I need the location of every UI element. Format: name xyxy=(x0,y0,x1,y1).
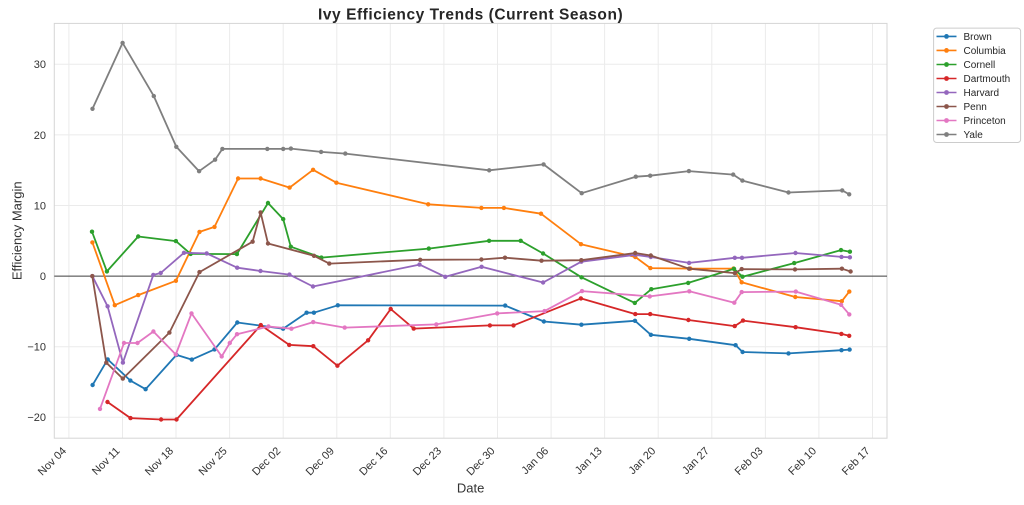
svg-text:Penn: Penn xyxy=(964,102,987,113)
svg-text:Efficiency Margin: Efficiency Margin xyxy=(10,181,25,280)
svg-text:Princeton: Princeton xyxy=(964,116,1006,127)
svg-text:30: 30 xyxy=(34,59,46,71)
svg-text:Date: Date xyxy=(457,481,484,496)
svg-text:Dartmouth: Dartmouth xyxy=(964,74,1011,85)
svg-text:−10: −10 xyxy=(27,342,46,354)
svg-text:−20: −20 xyxy=(27,412,46,424)
svg-text:Cornell: Cornell xyxy=(964,60,996,71)
svg-text:Ivy Efficiency Trends (Current: Ivy Efficiency Trends (Current Season) xyxy=(318,7,623,24)
svg-text:Yale: Yale xyxy=(964,130,984,141)
svg-text:Brown: Brown xyxy=(964,32,992,43)
svg-text:0: 0 xyxy=(40,271,46,283)
svg-text:10: 10 xyxy=(34,200,46,212)
svg-text:Columbia: Columbia xyxy=(964,46,1007,57)
svg-text:20: 20 xyxy=(34,130,46,142)
svg-text:Harvard: Harvard xyxy=(964,88,1000,99)
